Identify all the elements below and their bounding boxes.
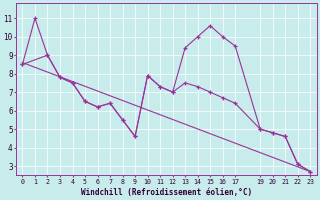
X-axis label: Windchill (Refroidissement éolien,°C): Windchill (Refroidissement éolien,°C) [81, 188, 252, 197]
